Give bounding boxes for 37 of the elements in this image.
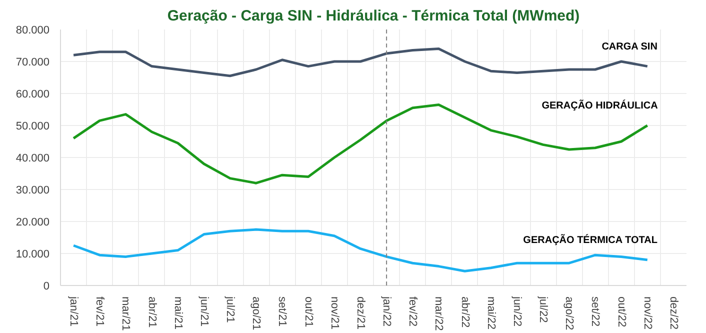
series-label: GERAÇÃO HIDRÁULICA: [542, 100, 658, 112]
y-tick-label: 40.000: [16, 152, 50, 164]
x-tick-label: fev/22: [406, 296, 419, 326]
x-tick-label: fev/21: [94, 296, 106, 326]
x-tick-label: set/22: [589, 296, 602, 326]
x-tick-label: abr/22: [458, 296, 471, 328]
x-tick-label: mai/21: [172, 296, 184, 330]
x-tick-label: mar/22: [432, 296, 445, 331]
x-tick-label: abr/21: [146, 296, 158, 328]
x-tick-label: mar/21: [120, 296, 132, 331]
x-tick-label: ago/21: [250, 296, 262, 330]
x-tick-label: jul/22: [537, 296, 550, 323]
y-tick-label: 30.000: [16, 184, 50, 196]
y-tick-label: 60.000: [16, 88, 50, 100]
y-tick-label: 20.000: [16, 216, 50, 228]
y-tick-label: 70.000: [16, 56, 50, 68]
x-tick-label: dez/21: [354, 296, 366, 330]
x-tick-label: out/22: [615, 296, 628, 328]
x-tick-label: mai/22: [484, 296, 497, 330]
x-tick-label: jun/21: [198, 296, 210, 326]
x-tick-label: jul/21: [224, 296, 236, 323]
chart-title: Geração - Carga SIN - Hidráulica - Térmica Total (MWmed): [167, 8, 580, 24]
x-tick-label: set/21: [276, 296, 288, 326]
x-tick-label: nov/21: [328, 296, 340, 330]
x-tick-label: ago/22: [563, 296, 576, 330]
x-tick-label: nov/22: [641, 296, 654, 330]
series-label: GERAÇÃO TÉRMICA TOTAL: [523, 234, 658, 246]
y-tick-label: 0: [43, 280, 50, 292]
x-tick-label: jan/22: [380, 296, 393, 326]
series-label: CARGA SIN: [602, 41, 658, 52]
y-tick-label: 80.000: [16, 24, 50, 36]
x-tick-label: jun/22: [510, 296, 523, 326]
x-tick-label: dez/22: [667, 296, 680, 330]
y-tick-label: 10.000: [16, 248, 50, 260]
y-tick-label: 50.000: [16, 120, 50, 132]
x-tick-label: out/21: [302, 296, 314, 328]
x-tick-label: jan/21: [68, 296, 80, 326]
